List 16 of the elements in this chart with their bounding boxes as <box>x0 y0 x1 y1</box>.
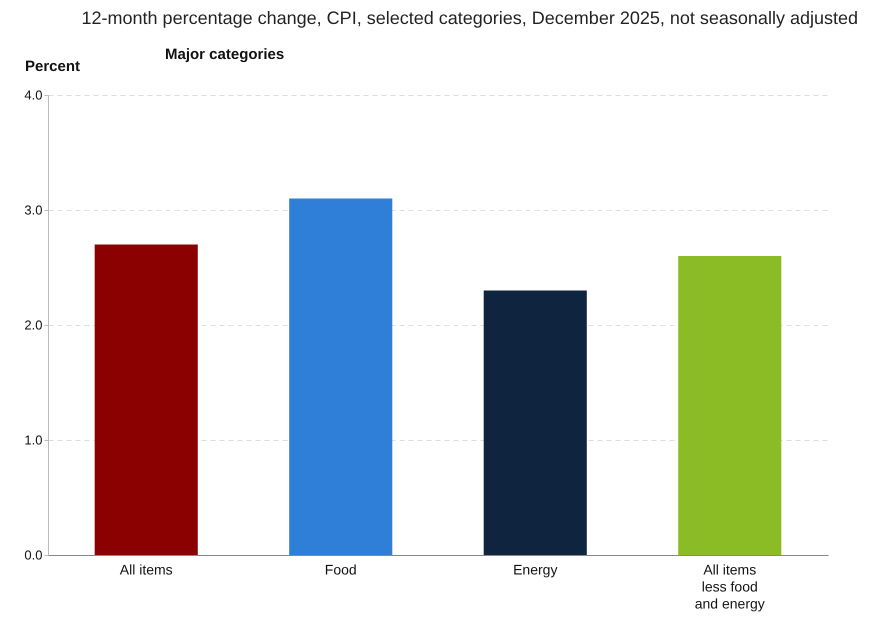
chart-title: 12-month percentage change, CPI, selected categories, December 2025, not seasonally adjusted <box>82 8 858 29</box>
y-tick-label: 4.0 <box>24 88 42 102</box>
bar <box>94 244 198 555</box>
y-axis-title: Percent <box>25 58 80 75</box>
bar <box>289 198 392 555</box>
x-tick-label: Food <box>324 562 357 578</box>
x-tick-label: All items less food and energy <box>694 562 765 612</box>
y-tick-label: 3.0 <box>24 202 42 218</box>
x-tick-label: All items <box>120 562 173 578</box>
x-tick-label: Energy <box>513 562 558 578</box>
y-tick-label: 0.0 <box>24 548 42 562</box>
bar <box>484 290 587 555</box>
bar <box>678 256 782 555</box>
y-tick-label: 1.0 <box>24 432 42 448</box>
chart-subtitle: Major categories <box>165 46 284 63</box>
y-tick-label: 2.0 <box>24 318 42 332</box>
